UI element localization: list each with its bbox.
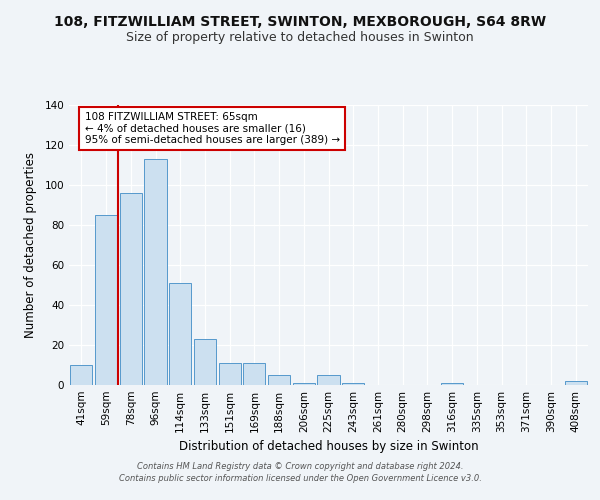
Bar	[293, 383, 315, 385]
Y-axis label: Number of detached properties: Number of detached properties	[25, 152, 37, 338]
Bar	[95, 215, 117, 385]
Bar	[194, 339, 216, 385]
Text: Contains HM Land Registry data © Crown copyright and database right 2024.
Contai: Contains HM Land Registry data © Crown c…	[119, 462, 481, 483]
Bar	[145, 159, 167, 385]
Bar	[342, 383, 364, 385]
Text: 108, FITZWILLIAM STREET, SWINTON, MEXBOROUGH, S64 8RW: 108, FITZWILLIAM STREET, SWINTON, MEXBOR…	[54, 16, 546, 30]
Text: 108 FITZWILLIAM STREET: 65sqm
← 4% of detached houses are smaller (16)
95% of se: 108 FITZWILLIAM STREET: 65sqm ← 4% of de…	[85, 112, 340, 145]
Bar	[119, 193, 142, 385]
X-axis label: Distribution of detached houses by size in Swinton: Distribution of detached houses by size …	[179, 440, 478, 454]
Bar	[565, 381, 587, 385]
Bar	[169, 283, 191, 385]
Bar	[218, 363, 241, 385]
Bar	[317, 375, 340, 385]
Bar	[268, 375, 290, 385]
Text: Size of property relative to detached houses in Swinton: Size of property relative to detached ho…	[126, 31, 474, 44]
Bar	[243, 363, 265, 385]
Bar	[441, 383, 463, 385]
Bar	[70, 365, 92, 385]
